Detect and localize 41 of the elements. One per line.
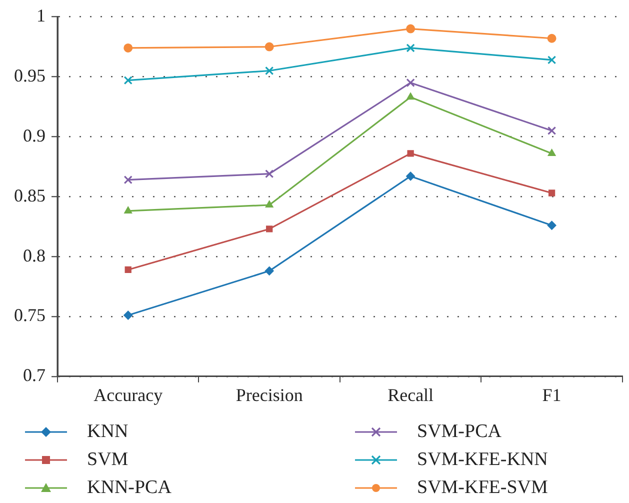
point	[406, 24, 416, 34]
point	[547, 126, 556, 136]
point	[124, 43, 133, 52]
point	[547, 56, 556, 64]
legend-label: KNN	[87, 421, 128, 443]
y-tick-label: 0.95	[14, 65, 46, 86]
legend-label: SVM	[87, 449, 128, 471]
point	[264, 266, 274, 276]
point	[407, 150, 414, 157]
point	[264, 42, 274, 52]
x-tick-label: Precision	[236, 384, 303, 405]
point	[124, 310, 133, 320]
point	[124, 76, 132, 85]
point	[547, 34, 556, 43]
legend-label: SVM-KFE-SVM	[417, 477, 548, 499]
point	[265, 66, 274, 76]
legend-label: KNN-PCA	[87, 477, 172, 499]
point	[547, 220, 556, 230]
point	[265, 169, 274, 178]
legend-label: SVM-KFE-KNN	[417, 449, 548, 471]
point	[406, 172, 416, 181]
y-tick-label: 0.85	[14, 185, 46, 206]
x-tick-label: Recall	[388, 384, 434, 405]
legend-label: SVM-PCA	[417, 421, 502, 443]
y-tick-label: 0.75	[14, 305, 46, 326]
point	[406, 78, 415, 88]
x-tick-label: F1	[542, 384, 562, 405]
point	[548, 190, 556, 196]
point	[124, 266, 132, 274]
y-tick-label: 0.9	[23, 125, 46, 146]
y-tick-label: 0.8	[23, 245, 46, 266]
point	[266, 226, 273, 232]
point	[406, 44, 415, 52]
point	[406, 92, 415, 100]
y-tick-label: 0.7	[23, 365, 46, 386]
y-tick-label: 1	[36, 6, 46, 26]
point	[124, 175, 132, 184]
x-tick-label: Accuracy	[94, 384, 163, 405]
point	[265, 200, 274, 208]
point	[548, 148, 556, 156]
point	[124, 206, 132, 214]
